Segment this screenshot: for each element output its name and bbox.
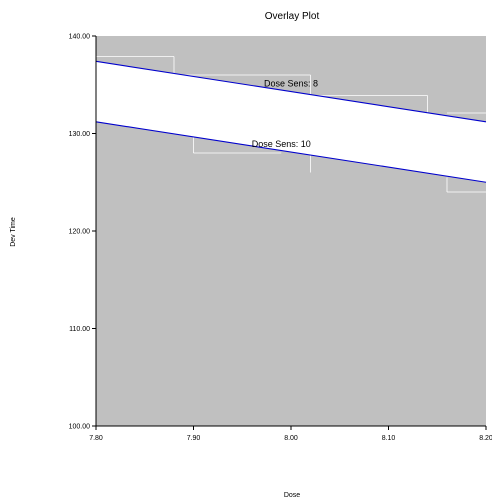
series-labels: Dose Sens: 8 Dose Sens: 10: [252, 79, 318, 149]
y-tick-label: 110.00: [69, 326, 90, 333]
y-tick-label: 100.00: [69, 424, 91, 431]
x-tick-label: 8.10: [382, 435, 396, 442]
y-axis-title: Dev Time: [10, 217, 17, 247]
chart-title: Overlay Plot: [265, 11, 320, 22]
x-tick-label: 8.00: [284, 435, 298, 442]
y-tick-label: 130.00: [69, 131, 91, 138]
y-axis-ticks: 100.00 110.00 120.00 130.00 140.00: [69, 34, 96, 431]
white-band-between-series: [96, 61, 486, 183]
plot-area: Dose Sens: 8 Dose Sens: 10: [95, 36, 487, 426]
series-line-1: [95, 60, 487, 123]
y-tick-label: 140.00: [69, 34, 91, 41]
series-label-1: Dose Sens: 8: [264, 79, 318, 89]
x-tick-label: 7.80: [89, 435, 103, 442]
x-tick-label: 7.90: [187, 435, 201, 442]
y-tick-label: 120.00: [69, 229, 91, 236]
series-label-2: Dose Sens: 10: [252, 139, 311, 149]
x-tick-label: 8.20: [479, 435, 492, 442]
series-line-2: [95, 121, 487, 183]
x-axis-title: Dose: [284, 492, 300, 499]
x-axis-ticks: 7.80 7.90 8.00 8.10 8.20: [89, 426, 492, 442]
series-lines: [95, 60, 487, 183]
